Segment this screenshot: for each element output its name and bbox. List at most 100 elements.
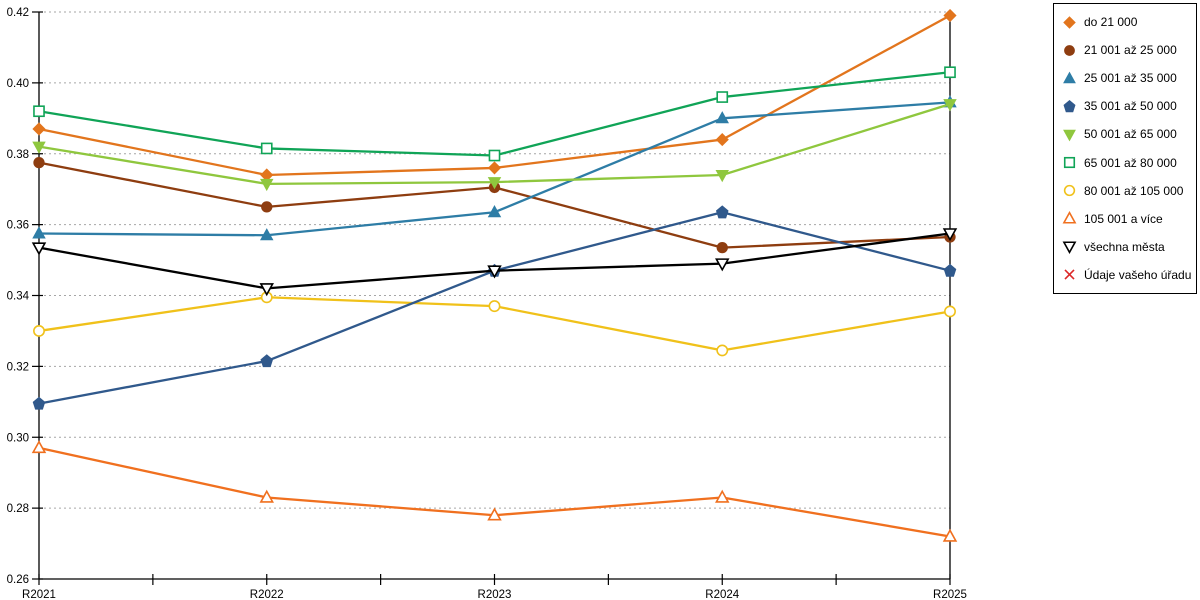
triangle-up-open-marker <box>259 489 274 503</box>
triangle-down-filled-marker <box>32 141 46 154</box>
legend-label: 25 001 až 35 000 <box>1084 71 1177 86</box>
legend-item-7: 105 001 a více <box>1062 211 1196 226</box>
circle-open-marker <box>716 344 729 357</box>
triangle-up-open-marker <box>31 440 47 454</box>
diamond-filled-marker <box>1063 15 1076 29</box>
triangle-down-open-marker <box>31 242 47 256</box>
square-open-marker <box>33 105 45 118</box>
y-tick-label: 0.36 <box>7 220 29 232</box>
triangle-down-filled-marker <box>260 178 274 192</box>
pentagon-filled-marker <box>943 263 957 277</box>
y-tick-label: 0.28 <box>7 503 29 515</box>
triangle-down-filled-marker <box>487 177 502 190</box>
legend-item-3: 35 001 až 50 000 <box>1062 99 1196 114</box>
series-line <box>38 232 951 290</box>
triangle-down-filled-marker <box>715 170 729 183</box>
chart-legend: do 21 000 21 001 až 25 000 25 001 až 35 00… <box>1053 3 1197 294</box>
x-tick-label: R2021 <box>22 589 56 600</box>
legend-label: 50 001 až 65 000 <box>1084 127 1177 142</box>
series-0 <box>32 8 957 182</box>
circle-filled-marker <box>261 201 273 213</box>
triangle-up-filled-marker <box>487 205 502 218</box>
series-7 <box>31 440 958 542</box>
x-cross-legend-icon <box>1064 269 1075 280</box>
triangle-down-open-marker <box>1062 241 1077 255</box>
legend-item-6: 80 001 až 105 000 <box>1062 183 1196 198</box>
triangle-down-filled-marker <box>1063 129 1076 142</box>
legend-item-5: 65 001 až 80 000 <box>1062 155 1196 170</box>
y-tick-label: 0.38 <box>7 149 29 161</box>
square-open-marker <box>716 91 729 103</box>
legend-label: všechna města <box>1084 239 1165 254</box>
circle-filled-marker <box>716 242 728 254</box>
circle-open-marker <box>488 300 501 313</box>
pentagon-filled-marker <box>260 354 274 368</box>
triangle-up-open-marker <box>715 489 730 503</box>
legend-label: 21 001 až 25 000 <box>1084 43 1177 58</box>
circle-open-legend-icon <box>1063 184 1076 197</box>
diamond-filled-marker <box>487 161 502 175</box>
circle-filled-marker <box>33 156 45 169</box>
triangle-down-open-marker <box>715 258 730 272</box>
triangle-up-filled-legend-icon <box>1063 71 1076 83</box>
square-open-marker <box>944 66 956 79</box>
legend-label: 35 001 až 50 000 <box>1084 99 1177 114</box>
triangle-up-filled-marker <box>260 228 274 241</box>
legend-label: Údaje vašeho úřadu <box>1084 267 1192 282</box>
diamond-filled-marker <box>715 132 729 147</box>
legend-label: 105 001 a více <box>1084 211 1163 226</box>
diamond-filled-marker <box>32 122 46 136</box>
diamond-filled-marker <box>943 8 957 23</box>
x-tick-label: R2024 <box>705 589 739 600</box>
triangle-up-filled-marker <box>1063 71 1076 83</box>
circle-open-marker <box>33 324 45 337</box>
series-5 <box>33 66 956 162</box>
triangle-down-open-legend-icon <box>1062 241 1077 255</box>
x-cross-marker <box>1064 269 1075 280</box>
square-open-marker <box>260 142 273 155</box>
legend-label: 65 001 až 80 000 <box>1084 155 1177 170</box>
legend-item-0: do 21 000 <box>1062 15 1196 30</box>
x-tick-label: R2022 <box>250 589 284 600</box>
x-tick-label: R2023 <box>478 589 512 600</box>
series-4 <box>32 99 957 192</box>
y-tick-label: 0.34 <box>7 291 30 303</box>
y-tick-label: 0.32 <box>7 361 29 373</box>
circle-filled-marker <box>1064 44 1075 56</box>
pentagon-filled-marker <box>1063 99 1076 113</box>
legend-item-9: Údaje vašeho úřadu <box>1062 267 1196 282</box>
series-2 <box>32 95 957 241</box>
triangle-down-open-marker <box>942 228 958 242</box>
series-line <box>38 71 951 157</box>
legend-label: do 21 000 <box>1084 15 1138 30</box>
triangle-down-open-marker <box>259 283 274 297</box>
square-open-marker <box>1063 156 1076 169</box>
y-tick-label: 0.40 <box>7 78 29 90</box>
triangle-up-open-marker <box>942 528 958 542</box>
diamond-filled-legend-icon <box>1063 15 1076 29</box>
series-6 <box>33 291 956 357</box>
series-8 <box>31 228 958 297</box>
pentagon-filled-marker <box>32 396 46 410</box>
square-open-marker <box>488 149 501 162</box>
circle-filled-legend-icon <box>1064 44 1075 56</box>
series-line <box>38 446 951 538</box>
triangle-up-filled-marker <box>32 226 46 239</box>
square-open-legend-icon <box>1063 156 1076 169</box>
legend-item-1: 21 001 až 25 000 <box>1062 43 1196 58</box>
triangle-up-filled-marker <box>715 111 729 124</box>
triangle-up-open-marker <box>1062 211 1077 224</box>
y-tick-label: 0.26 <box>7 574 29 586</box>
pentagon-filled-legend-icon <box>1063 99 1076 113</box>
legend-item-2: 25 001 až 35 000 <box>1062 71 1196 86</box>
x-tick-label: R2025 <box>933 589 967 600</box>
triangle-down-filled-legend-icon <box>1063 129 1076 142</box>
triangle-down-filled-marker <box>943 99 957 112</box>
y-tick-label: 0.42 <box>7 7 29 19</box>
legend-item-4: 50 001 až 65 000 <box>1062 127 1196 142</box>
pentagon-filled-marker <box>715 205 729 219</box>
legend-label: 80 001 až 105 000 <box>1084 183 1184 198</box>
circle-open-marker <box>1063 184 1076 197</box>
